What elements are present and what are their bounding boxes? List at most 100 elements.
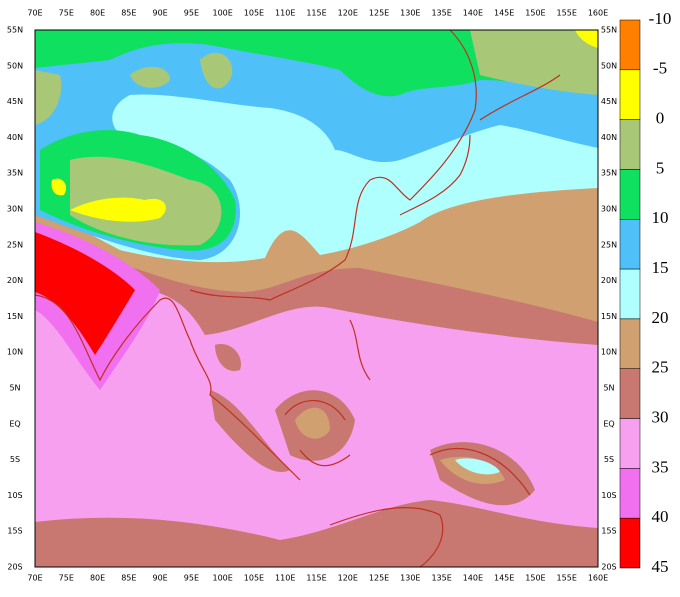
coastline — [329, 506, 444, 568]
axis-labels: 70E 70E 75E 75E 80E 80E 85E 85E 90E 90E 95E 95E 100E… — [7, 9, 617, 583]
lat-label: 15S — [7, 527, 22, 536]
lon-label: 120E — [338, 574, 358, 583]
lon-label: 135E — [431, 9, 451, 18]
lat-label: 45N — [7, 97, 23, 106]
lon-label: 115E — [306, 9, 326, 18]
field-tan-islands — [295, 407, 505, 484]
color-legend: -10 -5 0 5 10 15 20 25 30 35 40 45 — [619, 9, 672, 576]
legend-swatch — [619, 169, 641, 220]
lat-label: 20S — [601, 563, 616, 572]
lon-label: 145E — [494, 574, 514, 583]
legend-level: 35 — [652, 457, 669, 476]
lat-label: 20S — [7, 563, 22, 572]
map-frame — [34, 29, 599, 568]
lat-label: 25N — [7, 240, 23, 249]
legend-swatch — [619, 368, 641, 419]
lon-label: 110E — [275, 574, 295, 583]
lon-label: 140E — [463, 574, 483, 583]
legend-level: -10 — [649, 9, 672, 28]
lat-label: 15S — [601, 527, 616, 536]
legend-level: 40 — [652, 507, 669, 526]
lon-label: 115E — [306, 574, 326, 583]
coastlines — [34, 29, 561, 568]
field-yellow — [51, 30, 598, 222]
lat-label: 10S — [7, 491, 22, 500]
field-lightgreen — [35, 30, 598, 246]
lat-label: 30N — [7, 205, 23, 214]
lat-label: 50N — [7, 61, 23, 70]
lon-label: 160E — [588, 574, 608, 583]
lat-label: 10N — [601, 348, 617, 357]
legend-swatch — [619, 268, 641, 320]
field-lightcyan-ng — [455, 458, 500, 475]
lon-label: 130E — [400, 574, 420, 583]
lon-label: 75E — [59, 9, 74, 18]
lon-label: 100E — [213, 9, 233, 18]
lat-label: 15N — [601, 312, 617, 321]
lon-label: 155E — [557, 9, 577, 18]
lat-label: 5S — [10, 455, 20, 464]
lon-label: 140E — [463, 9, 483, 18]
lon-label: 125E — [369, 574, 389, 583]
lat-label: 35N — [601, 169, 617, 178]
lat-label: 55N — [601, 26, 617, 35]
legend-level: 5 — [656, 158, 665, 177]
lat-label: 40N — [601, 133, 617, 142]
lat-label: 55N — [7, 26, 23, 35]
lon-label: 105E — [244, 9, 264, 18]
lat-label: 25N — [601, 240, 617, 249]
lon-label: 155E — [557, 574, 577, 583]
legend-swatch — [619, 219, 641, 270]
legend-level: 0 — [656, 109, 665, 128]
legend-level: 25 — [652, 358, 669, 377]
legend-swatch — [619, 119, 641, 170]
lon-label: 85E — [121, 9, 136, 18]
legend-swatch — [619, 418, 641, 469]
lat-label: 35N — [7, 169, 23, 178]
lon-label: 90E — [152, 574, 167, 583]
lat-label: 30N — [601, 205, 617, 214]
lat-label: 20N — [601, 276, 617, 285]
lon-label: 120E — [338, 9, 358, 18]
legend-swatch — [619, 517, 641, 569]
legend-swatch — [619, 468, 641, 519]
lat-label: 45N — [601, 97, 617, 106]
field-rosy-south — [35, 500, 598, 567]
lon-label: 150E — [525, 9, 545, 18]
lat-label: EQ — [603, 419, 614, 428]
lon-label: 95E — [184, 574, 199, 583]
lon-label: 95E — [184, 9, 199, 18]
lon-label: 80E — [90, 574, 105, 583]
lon-label: 145E — [494, 9, 514, 18]
lat-label: 10N — [7, 348, 23, 357]
lat-label: 10S — [601, 491, 616, 500]
legend-level: 30 — [652, 407, 669, 426]
coastline — [34, 294, 301, 481]
legend-level: -5 — [653, 59, 667, 78]
lon-label: 125E — [369, 9, 389, 18]
coastline — [189, 29, 477, 301]
legend-level: 10 — [652, 208, 669, 227]
lat-label: 40N — [7, 133, 23, 142]
legend-level: 20 — [652, 308, 669, 327]
lon-label: 85E — [121, 574, 136, 583]
lat-label: 20N — [7, 276, 23, 285]
lon-label: 75E — [59, 574, 74, 583]
lon-label: 135E — [431, 574, 451, 583]
lon-label: 100E — [213, 574, 233, 583]
lon-label: 130E — [400, 9, 420, 18]
contour-fields — [35, 30, 598, 567]
legend-level: 15 — [652, 258, 669, 277]
field-red — [35, 232, 135, 355]
legend-swatch — [619, 69, 641, 120]
field-green — [35, 30, 598, 97]
lon-label: 80E — [90, 9, 105, 18]
lat-label: 5S — [604, 455, 614, 464]
lon-label: 160E — [588, 9, 608, 18]
lat-label: 50N — [601, 61, 617, 70]
coastline — [284, 319, 531, 496]
lon-label: 110E — [275, 9, 295, 18]
legend-level: 45 — [652, 557, 669, 576]
lon-label: 105E — [244, 574, 264, 583]
